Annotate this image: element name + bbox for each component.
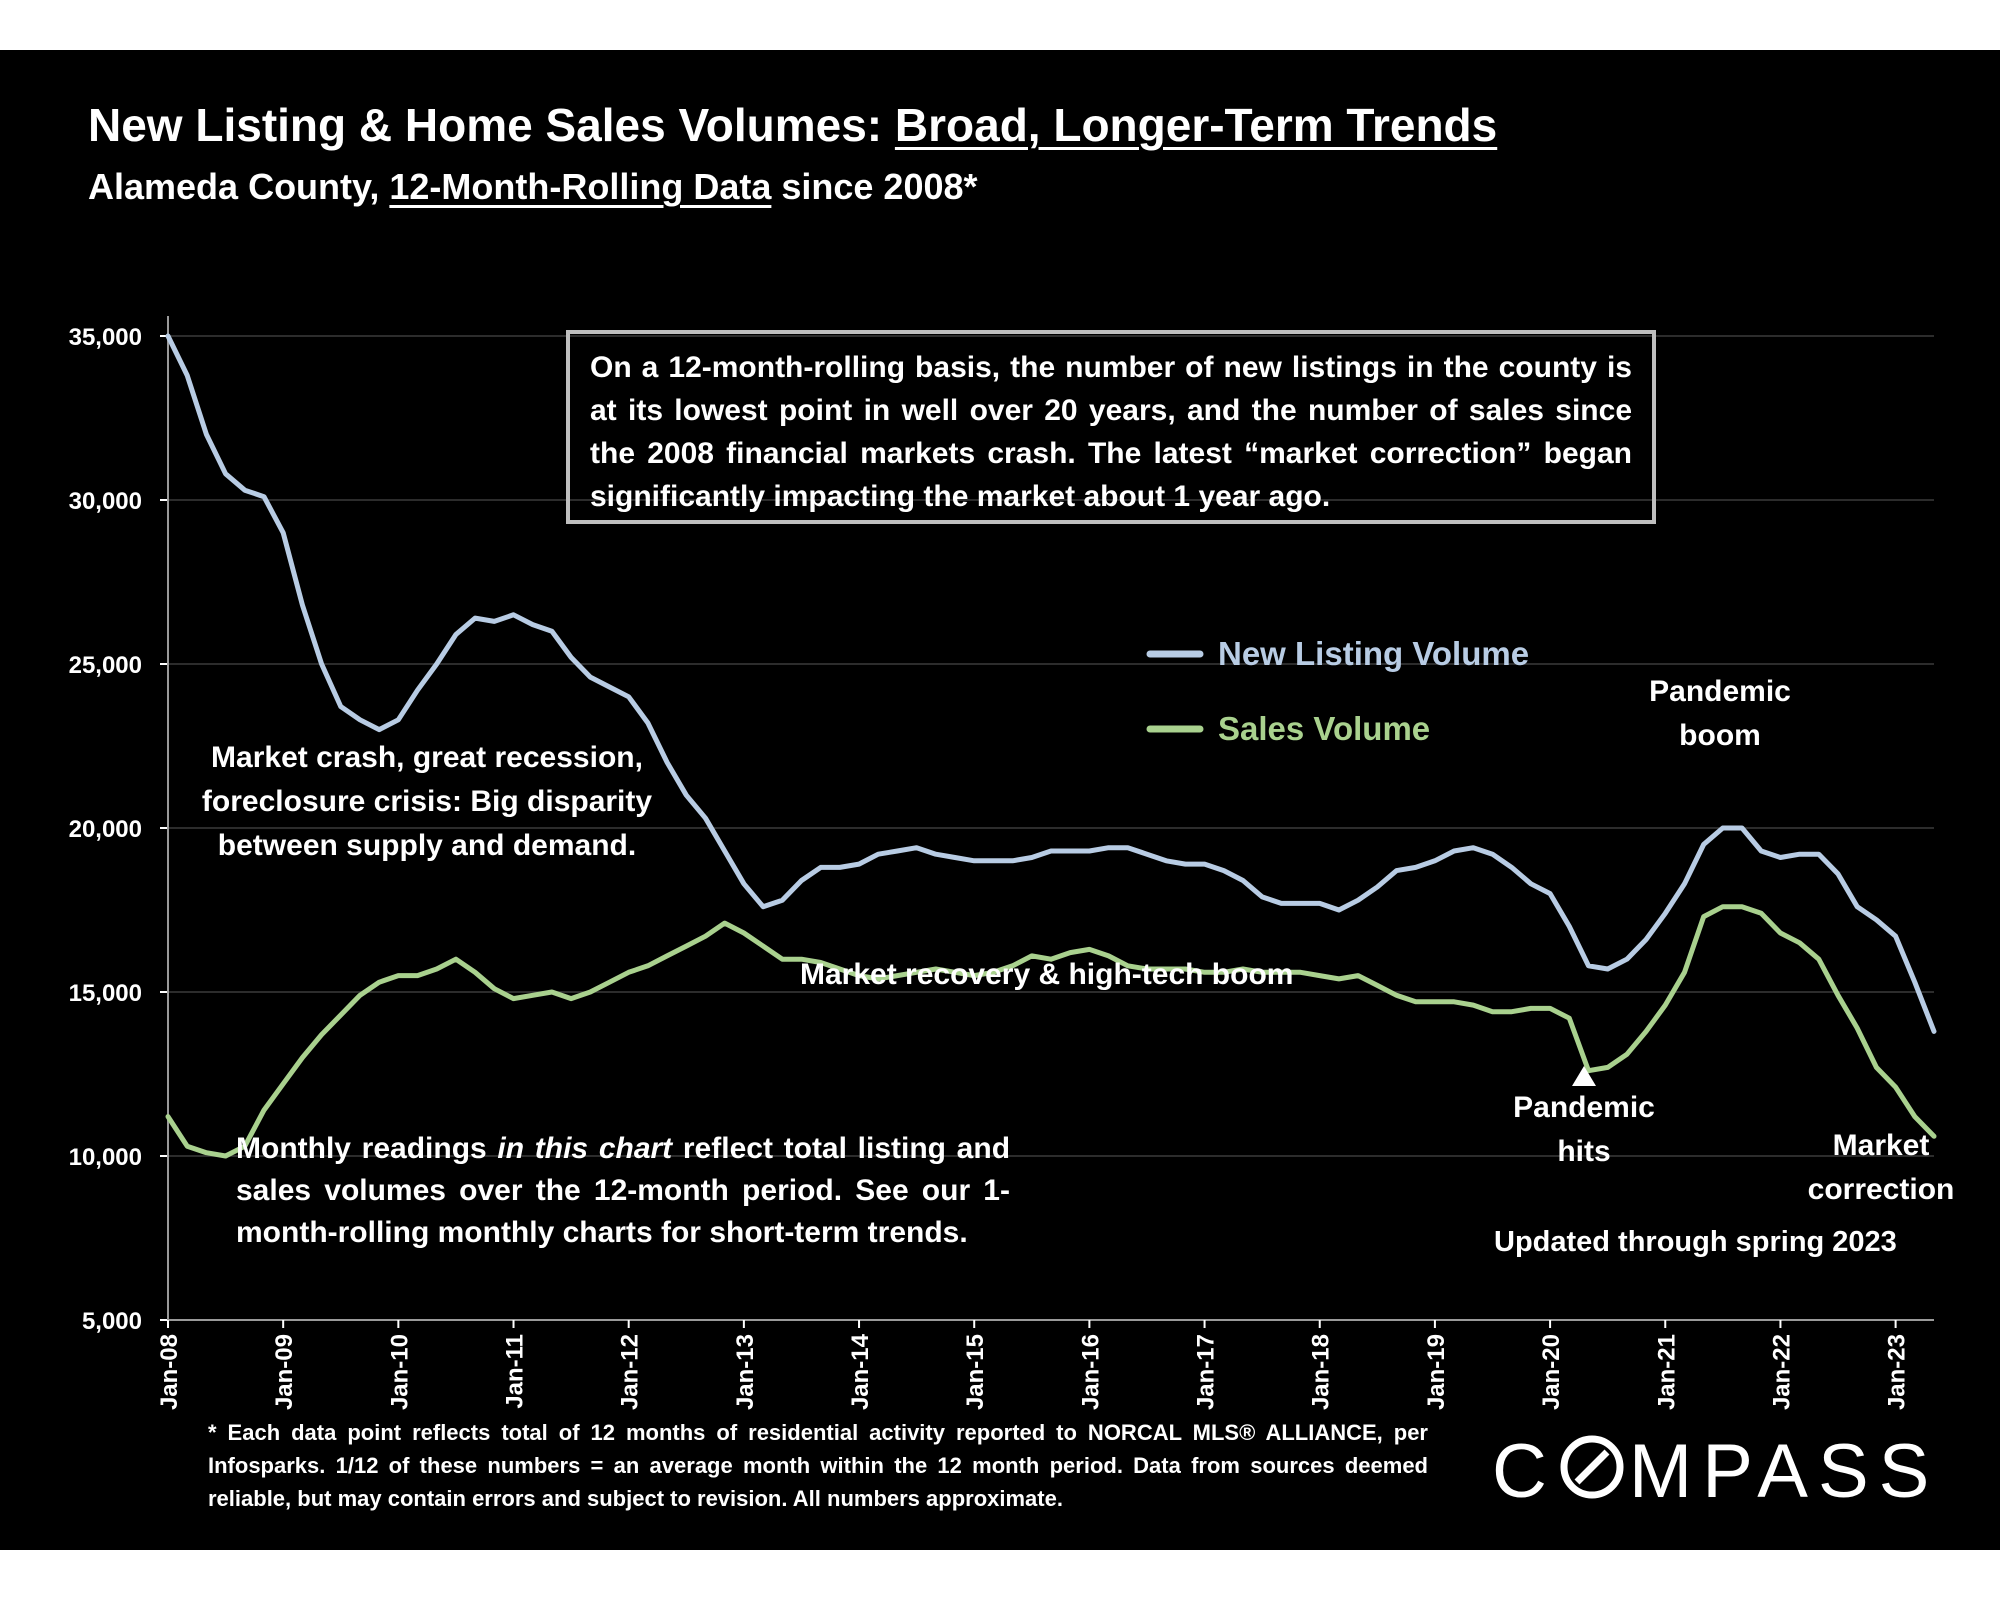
x-tick-label: Jan-09 (271, 1334, 298, 1410)
y-tick-label: 5,000 (82, 1308, 142, 1335)
legend: New Listing Volume Sales Volume (1146, 635, 1529, 747)
subtitle-underlined: 12-Month-Rolling Data (389, 166, 772, 207)
grid-lines (168, 335, 1934, 1157)
x-tick-label: Jan-08 (156, 1334, 183, 1410)
annotation-market-recovery: Market recovery & high-tech boom (800, 958, 1294, 991)
x-tick-label: Jan-14 (847, 1333, 874, 1410)
title-underlined: Broad, Longer-Term Trends (894, 99, 1498, 151)
x-tick-labels: Jan-08 Jan-09 Jan-10 Jan-11 Jan-12 Jan-13 Jan-… (156, 1333, 1911, 1410)
title-main: New Listing & Home Sales Volumes: (88, 99, 895, 151)
pandemic-marker-icon (1572, 1066, 1596, 1086)
y-tick-label: 30,000 (69, 488, 142, 515)
legend-label: New Listing Volume (1218, 635, 1529, 672)
x-tick-label: Jan-22 (1768, 1334, 1795, 1410)
x-tick-label: Jan-16 (1077, 1334, 1104, 1410)
axes (160, 316, 1934, 1328)
updated-note: Updated through spring 2023 (1494, 1226, 1897, 1258)
annotation-pandemic-hits: Pandemic hits (1513, 1091, 1655, 1168)
x-tick-label: Jan-12 (617, 1334, 644, 1410)
x-tick-label: Jan-20 (1538, 1334, 1565, 1410)
logo-o-icon (1560, 1435, 1624, 1499)
slide: New Listing & Home Sales Volumes: Broad,… (0, 50, 2000, 1550)
x-tick-label: Jan-15 (962, 1334, 989, 1410)
x-tick-label: Jan-10 (386, 1334, 413, 1410)
x-tick-label: Jan-19 (1423, 1334, 1450, 1410)
y-tick-label: 15,000 (69, 980, 142, 1007)
legend-label: Sales Volume (1218, 710, 1430, 747)
monthly-text-2: reflect total listing and sales volumes … (236, 1132, 1011, 1249)
logo-text-right: MPASS (1628, 1429, 1940, 1514)
compass-logo-icon: C MPASS (1492, 1430, 1939, 1514)
y-tick-label: 10,000 (69, 1144, 142, 1171)
monthly-text-italic: in this chart (497, 1132, 673, 1165)
x-tick-label: Jan-23 (1884, 1334, 1911, 1410)
subtitle-part-2: since 2008* (771, 166, 978, 207)
x-tick-label: Jan-17 (1193, 1334, 1220, 1410)
annotation-market-correction: Market correction (1807, 1129, 1955, 1206)
y-tick-label: 25,000 (69, 652, 142, 679)
logo-text-left: C (1492, 1429, 1557, 1514)
series-line-sales-volume (165, 904, 1937, 1159)
y-tick-label: 20,000 (69, 816, 142, 843)
chart-title: New Listing & Home Sales Volumes: Broad,… (88, 98, 1497, 152)
footnote: * Each data point reflects total of 12 m… (208, 1420, 1428, 1511)
series-lines (165, 333, 1937, 1159)
annotation-market-crash: Market crash, great recession, foreclosu… (201, 741, 653, 862)
monthly-text-1: Monthly readings (236, 1132, 498, 1165)
y-tick-labels: 5,000 10,000 15,000 20,000 25,000 30,000 35,00… (69, 324, 142, 1335)
callout-box: On a 12-month-rolling basis, the number … (566, 330, 1656, 524)
annotation-monthly-readings: Monthly readings in this chart reflect t… (236, 1128, 1010, 1254)
x-tick-label: Jan-13 (732, 1334, 759, 1410)
series-line-new-listing-volume (165, 333, 1937, 1034)
y-tick-label: 35,000 (69, 324, 142, 351)
subtitle-part-1: Alameda County, (88, 166, 390, 207)
annotation-pandemic-boom: Pandemic boom (1649, 675, 1791, 752)
x-tick-label: Jan-21 (1653, 1334, 1680, 1410)
x-tick-label: Jan-11 (502, 1334, 529, 1409)
chart-subtitle: Alameda County, 12-Month-Rolling Data si… (88, 166, 978, 208)
line-chart: 5,000 10,000 15,000 20,000 25,000 30,000 35,00… (69, 316, 1937, 1410)
x-tick-label: Jan-18 (1308, 1334, 1335, 1410)
